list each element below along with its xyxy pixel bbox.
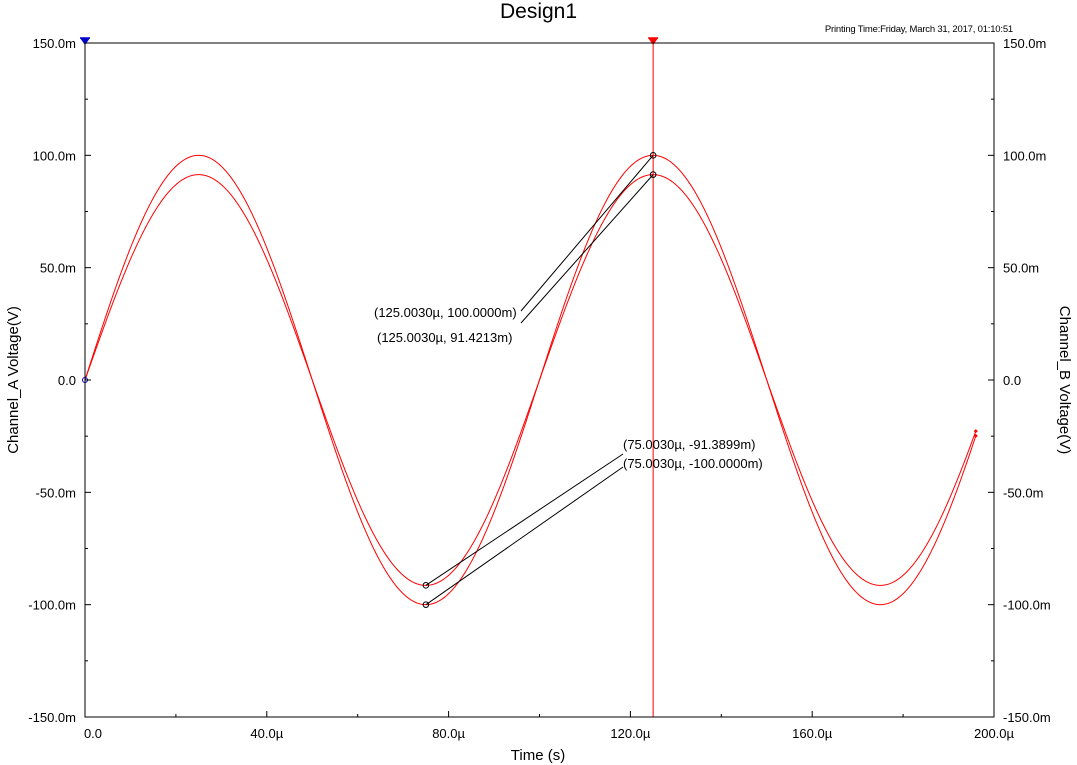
series-end-marker-channel-b [973, 429, 978, 434]
y-tick-label-right: -50.0m [1003, 485, 1043, 500]
y-tick-label-left: 0.0 [58, 373, 76, 388]
annotation-marker [422, 601, 430, 608]
printing-time: Printing Time:Friday, March 31, 2017, 01… [824, 24, 1013, 35]
y-tick-label-left: -100.0m [28, 598, 76, 613]
y-tick-label-right: -150.0m [1003, 710, 1051, 725]
annotation-leader-line [520, 174, 654, 324]
annotation-label: (75.0030µ, -100.0000m) [623, 456, 763, 471]
x-tick-label: 0.0 [84, 726, 102, 741]
annotation-label: (125.0030µ, 100.0000m) [374, 305, 517, 320]
x-axis-label: Time (s) [511, 747, 565, 764]
ticks-layer: 150.0m 150.0m 100.0m 100.0m 50.0m 50.0m 0.0 0.0… [28, 36, 1050, 741]
annotation-label: (75.0030µ, -91.3899m) [623, 437, 756, 452]
chart-title: Design1 [499, 0, 578, 23]
y-tick-label-left: 50.0m [40, 261, 76, 276]
y-tick-label-right: 150.0m [1003, 36, 1046, 51]
y-tick-label-left: -150.0m [28, 710, 76, 725]
x-tick-label: 160.0µ [792, 726, 833, 741]
series-line-channel-b [84, 174, 977, 586]
cursor-handle-blue [80, 38, 90, 45]
annotation-marker [422, 582, 430, 589]
annotation-leader-line [425, 466, 624, 606]
cursor-handle-red [648, 38, 659, 45]
cursors-layer [80, 37, 659, 717]
y-tick-label-right: 50.0m [1003, 261, 1039, 276]
annotation-marker [649, 152, 657, 159]
x-tick-label: 40.0µ [250, 726, 283, 741]
series-line-channel-a [84, 154, 977, 606]
annotation-leader-line [520, 155, 654, 312]
x-tick-label: 200.0µ [974, 726, 1015, 741]
annotation-label: (125.0030µ, 91.4213m) [377, 330, 512, 345]
y-tick-label-left: 100.0m [33, 148, 76, 163]
annotation-leader-line [425, 453, 624, 586]
y-tick-label-right: 100.0m [1003, 148, 1046, 163]
annotations-layer: (125.0030µ, 100.0000m) (125.0030µ, 91.421… [374, 152, 763, 608]
y-axis-label-right: Channel_B Voltage(V) [1056, 306, 1073, 454]
y-tick-label-right: -100.0m [1003, 598, 1051, 613]
annotation-marker [649, 171, 657, 178]
traces-layer [84, 154, 978, 606]
x-tick-label: 120.0µ [610, 726, 651, 741]
y-axis-label-left: Channel_A Voltage(V) [5, 306, 22, 454]
y-tick-label-left: 150.0m [33, 36, 76, 51]
x-tick-label: 80.0µ [432, 726, 465, 741]
y-tick-label-left: -50.0m [36, 485, 76, 500]
y-tick-label-right: 0.0 [1003, 373, 1021, 388]
